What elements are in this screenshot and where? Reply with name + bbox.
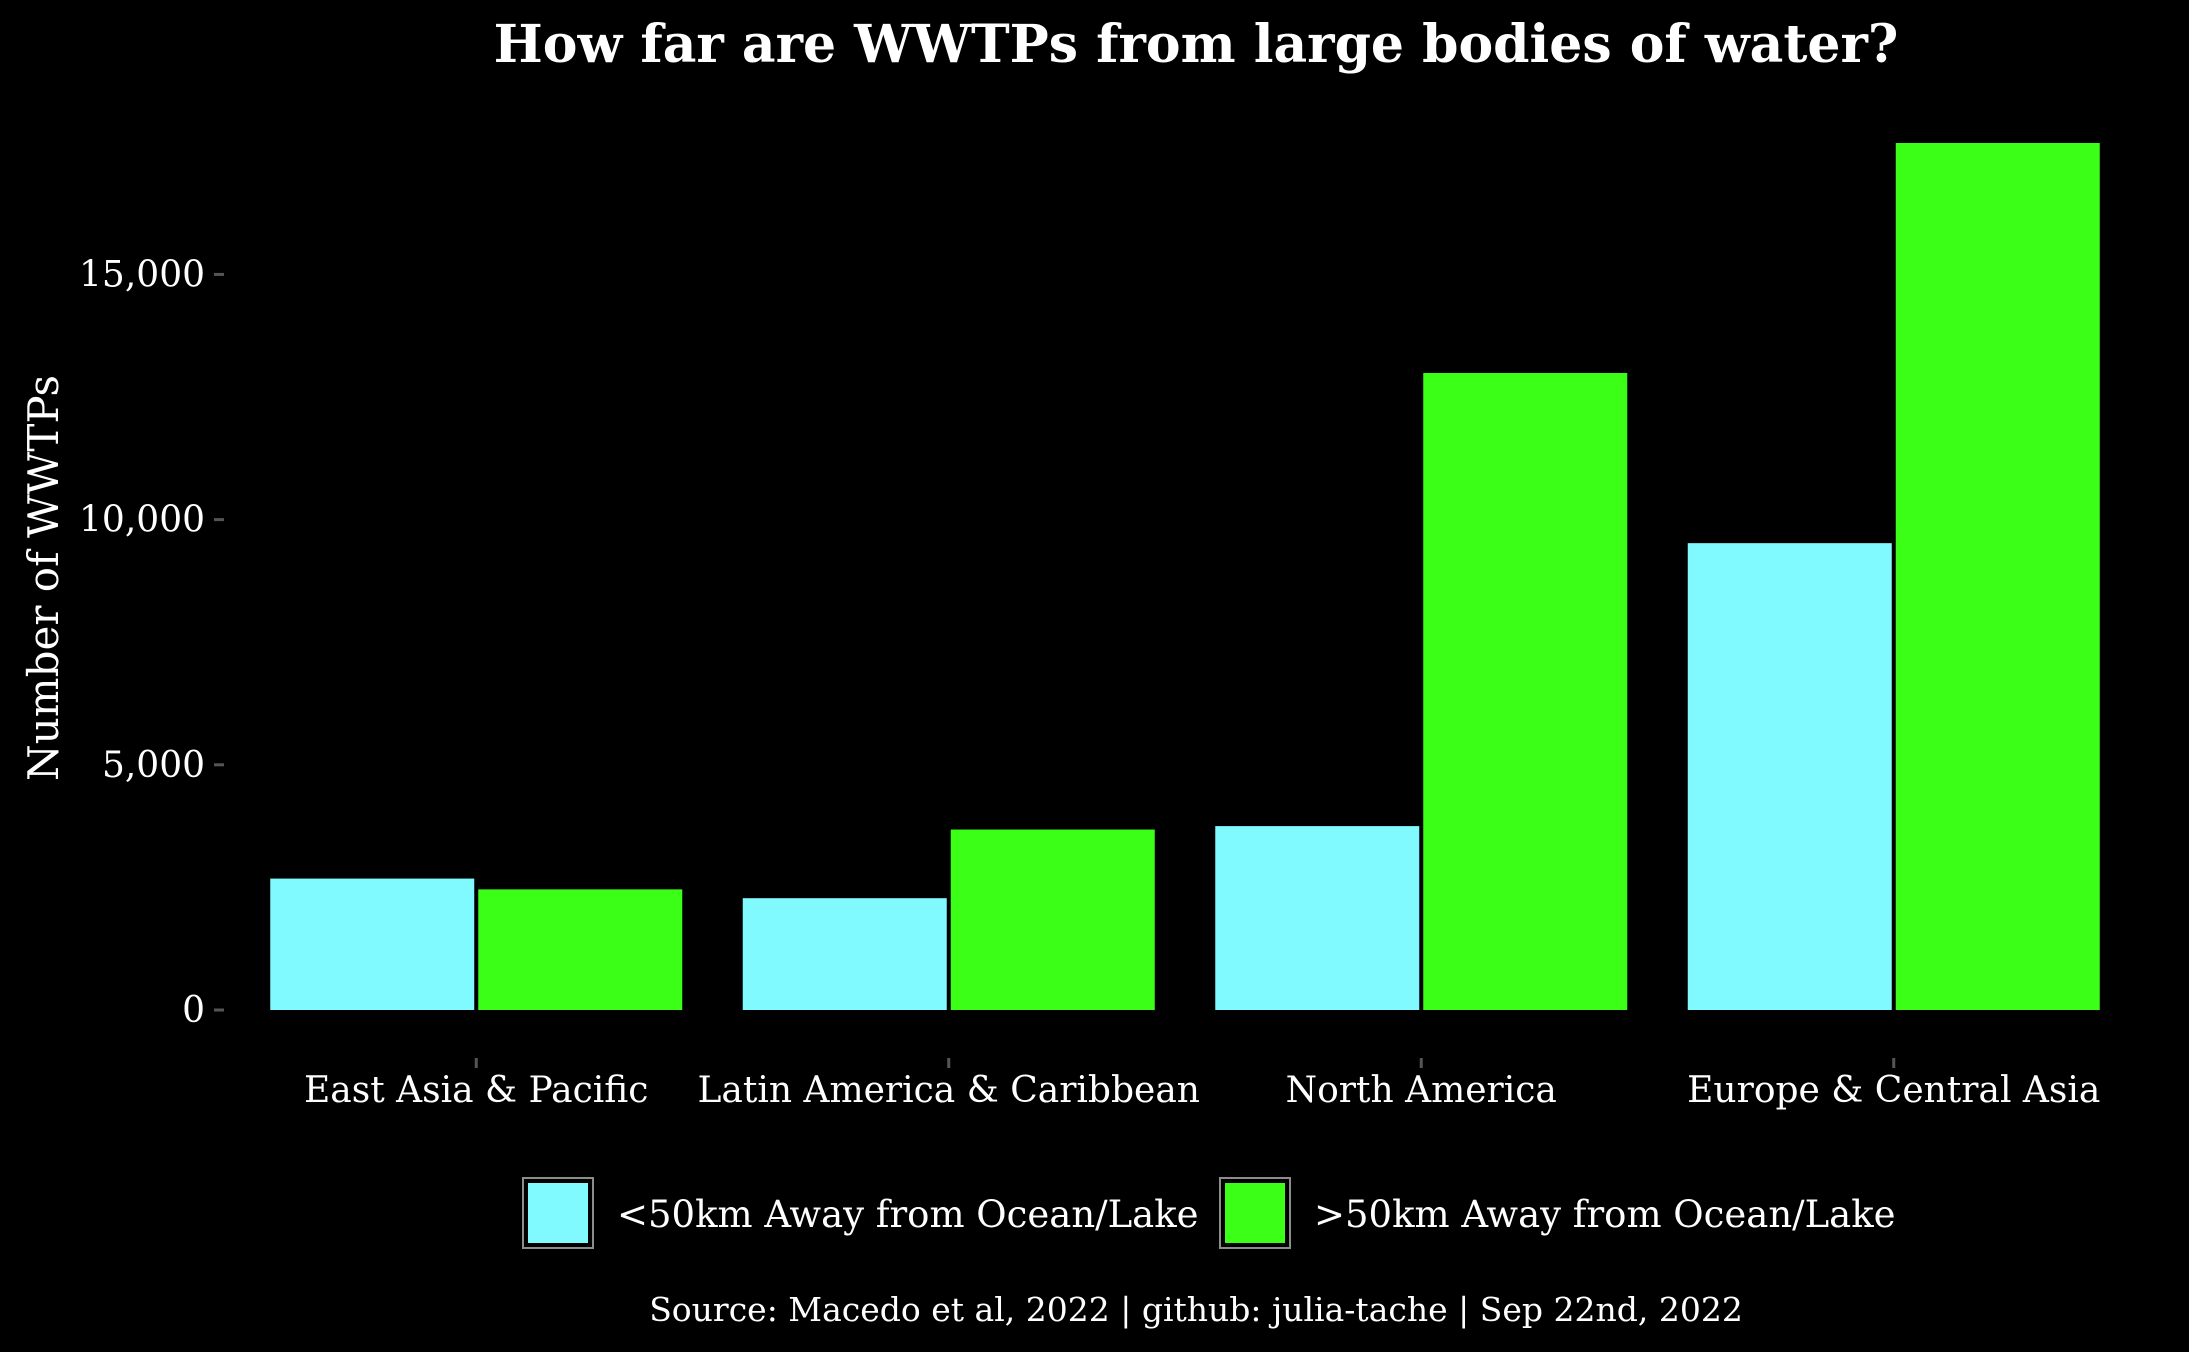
y-axis-title: Number of WWTPs <box>19 375 68 781</box>
y-tick-label: 10,000 <box>79 500 205 541</box>
bar <box>950 829 1155 1010</box>
legend-key-frame <box>522 1177 594 1249</box>
legend-label: <50km Away from Ocean/Lake <box>617 1193 1199 1236</box>
x-tick-label: Europe & Central Asia <box>1687 1070 2100 1111</box>
legend: <50km Away from Ocean/Lake >50km Away fro… <box>522 1177 1896 1249</box>
bar <box>270 878 475 1010</box>
bar <box>1215 826 1420 1010</box>
y-tick-label: 5,000 <box>102 745 205 786</box>
bar <box>1423 372 1628 1011</box>
x-tick-label: East Asia & Pacific <box>304 1070 648 1111</box>
x-axis: East Asia & Pacific Latin America & Carib… <box>304 1058 2100 1111</box>
x-tick-label: North America <box>1286 1070 1557 1111</box>
bars <box>270 143 2100 1011</box>
legend-key <box>1225 1183 1285 1243</box>
legend-key-frame <box>1219 1177 1291 1249</box>
bar <box>478 889 683 1010</box>
y-axis: 0 5,000 10,000 15,000 <box>79 254 224 1031</box>
y-tick-label: 15,000 <box>79 254 205 295</box>
y-tick-label: 0 <box>182 990 205 1031</box>
bar <box>1895 143 2100 1010</box>
x-tick-label: Latin America & Caribbean <box>698 1070 1200 1111</box>
legend-label: >50km Away from Ocean/Lake <box>1314 1193 1896 1236</box>
legend-key <box>528 1183 588 1243</box>
caption: Source: Macedo et al, 2022 | github: jul… <box>649 1290 1743 1329</box>
chart-title: How far are WWTPs from large bodies of w… <box>494 14 1899 75</box>
bar <box>742 898 947 1010</box>
bar <box>1687 543 1892 1010</box>
